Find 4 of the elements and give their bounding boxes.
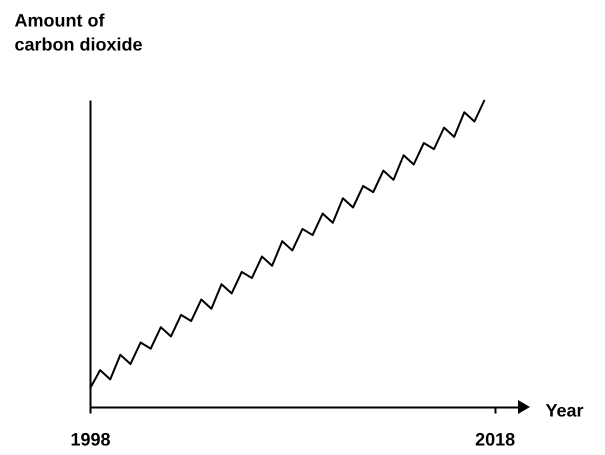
- x-tick-label: 1998: [70, 430, 111, 450]
- x-axis-title: Year: [546, 400, 584, 420]
- x-tick-label: 2018: [475, 430, 516, 450]
- y-axis-title: Amount of carbon dioxide: [14, 10, 143, 54]
